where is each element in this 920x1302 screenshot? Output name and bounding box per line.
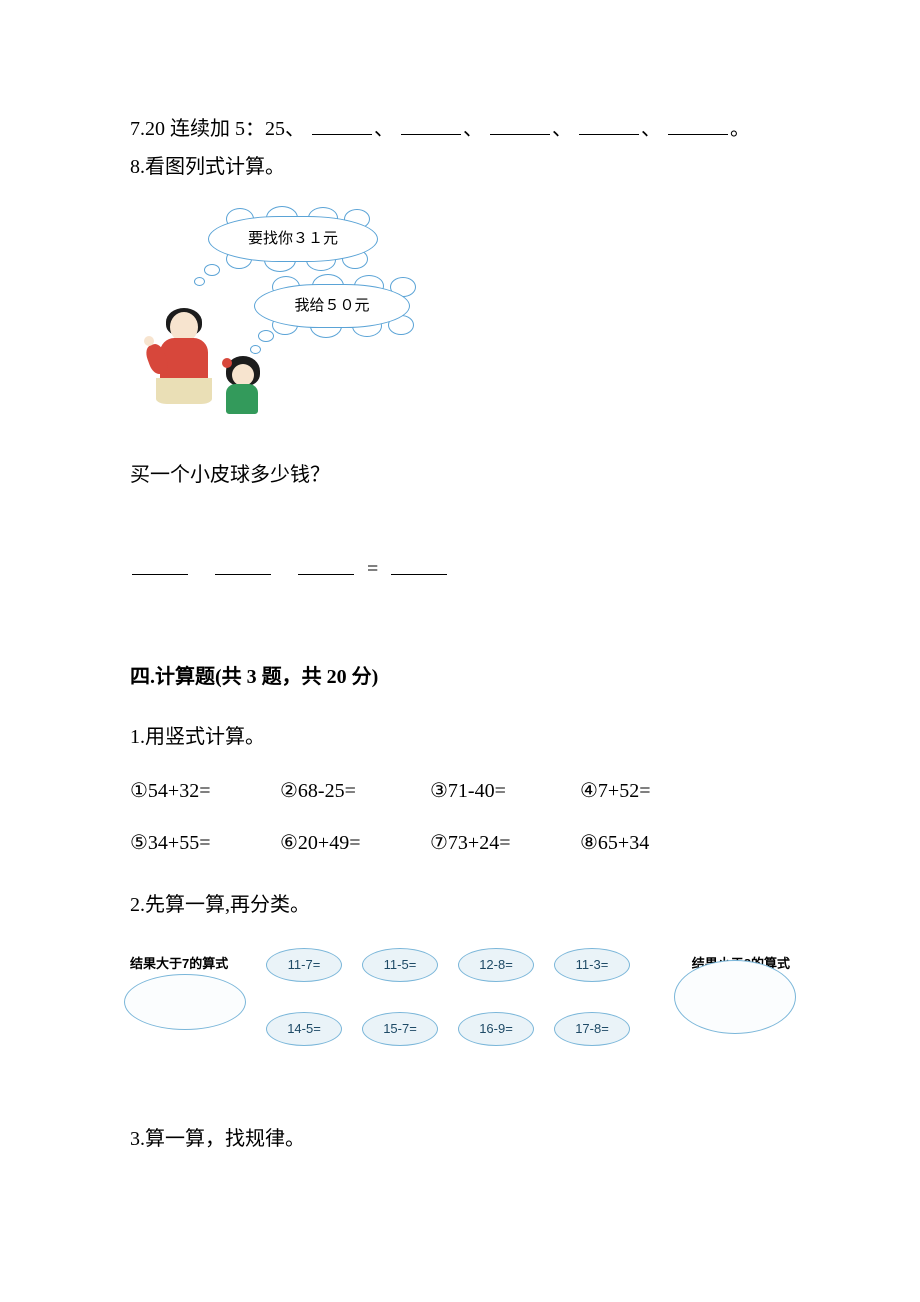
classify-label-left: 结果大于7的算式 [130,952,228,977]
calc-cell: ⑦73+24= [430,824,580,862]
s4-p3-title: 3.算一算，找规律。 [130,1120,790,1158]
eq-blank-2[interactable] [215,554,271,575]
classify-oval-right[interactable] [674,960,796,1034]
q7-suffix: 。 [730,118,750,140]
question-7: 7.20 连续加 5：25、 、 、 、 、 。 [130,110,790,148]
bubble-row-2: 14-5= 15-7= 16-9= 17-8= [266,1012,630,1046]
expr-bubble: 15-7= [362,1012,438,1046]
child-figure [216,356,270,422]
calc-grid: ①54+32= ②68-25= ③71-40= ④7+52= ⑤34+55= ⑥… [130,772,790,862]
expr-bubble: 12-8= [458,948,534,982]
q7-blank-3[interactable] [490,114,550,135]
bubble2-text: 我给５０元 [294,292,369,321]
expr-bubble: 14-5= [266,1012,342,1046]
eq-blank-3[interactable] [298,554,354,575]
expr-bubble: 17-8= [554,1012,630,1046]
s4-p2-title: 2.先算一算,再分类。 [130,886,790,924]
q7-text: 7.20 连续加 5：25、 [130,118,305,140]
eq-blank-1[interactable] [132,554,188,575]
expr-bubble: 11-7= [266,948,342,982]
bubble-row-1: 11-7= 11-5= 12-8= 11-3= [266,948,630,982]
calc-cell: ②68-25= [280,772,430,810]
classify-oval-left[interactable] [124,974,246,1030]
q7-sep: 、 [552,118,572,140]
calc-cell: ③71-40= [430,772,580,810]
q7-sep: 、 [374,118,394,140]
classify-diagram: 结果大于7的算式 结果小于8的算式 11-7= 11-5= 12-8= 11-3… [130,946,790,1086]
expr-bubble: 11-3= [554,948,630,982]
q7-blank-5[interactable] [668,114,728,135]
calc-cell: ⑥20+49= [280,824,430,862]
q7-sep: 、 [641,118,661,140]
q8-question: 买一个小皮球多少钱？ [130,456,790,494]
section-4-heading: 四.计算题(共 3 题，共 20 分) [130,658,790,696]
q7-blank-2[interactable] [401,114,461,135]
calc-cell: ⑤34+55= [130,824,280,862]
s4-p1-title: 1.用竖式计算。 [130,718,790,756]
eq-blank-4[interactable] [391,554,447,575]
q8-illustration: 要找你３１元 我给５０元 [130,216,420,416]
bubble1-text: 要找你３１元 [248,225,338,254]
equals-sign: = [367,558,378,580]
q7-sep: 、 [463,118,483,140]
q7-blank-1[interactable] [312,114,372,135]
expr-bubble: 11-5= [362,948,438,982]
q8-equation-line: = [130,550,790,588]
calc-cell: ④7+52= [580,772,730,810]
expr-bubble: 16-9= [458,1012,534,1046]
speech-bubble-change: 要找你３１元 [208,216,378,262]
speech-bubble-pay: 我给５０元 [254,284,410,328]
calc-cell: ①54+32= [130,772,280,810]
calc-cell: ⑧65+34 [580,824,730,862]
question-8-title: 8.看图列式计算。 [130,148,790,186]
calc-row-2: ⑤34+55= ⑥20+49= ⑦73+24= ⑧65+34 [130,824,790,862]
calc-row-1: ①54+32= ②68-25= ③71-40= ④7+52= [130,772,790,810]
q7-blank-4[interactable] [579,114,639,135]
